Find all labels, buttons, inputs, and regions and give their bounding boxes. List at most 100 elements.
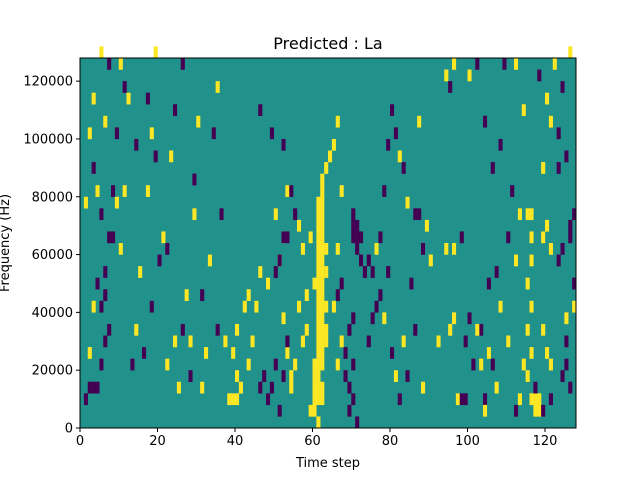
heatmap-cell: [452, 312, 457, 325]
heatmap-cell: [320, 254, 325, 267]
heatmap-cell: [548, 393, 553, 406]
heatmap-cell: [459, 393, 464, 406]
heatmap-cell: [483, 404, 488, 417]
heatmap-cell: [320, 277, 325, 290]
heatmap-cell: [281, 231, 286, 244]
heatmap-cell: [320, 312, 325, 325]
heatmap-cell: [471, 358, 476, 371]
heatmap-cell: [142, 347, 147, 359]
heatmap-cell: [320, 196, 325, 209]
heatmap-cell: [506, 231, 511, 244]
heatmap-cell: [494, 381, 499, 394]
heatmap-cell: [145, 92, 150, 105]
heatmap-cell: [122, 185, 127, 197]
heatmap-cell: [564, 335, 569, 348]
heatmap-cell: [316, 393, 321, 406]
heatmap-cell: [215, 81, 220, 93]
heatmap-cell: [486, 277, 491, 290]
x-tick-label: 0: [76, 434, 84, 449]
heatmap-cell: [277, 254, 282, 267]
heatmap-cell: [537, 404, 542, 417]
y-tick-label: 40000: [32, 306, 73, 321]
heatmap-cell: [452, 243, 457, 255]
heatmap-cell: [560, 81, 565, 93]
y-tick-label: 0: [65, 422, 73, 437]
heatmap-cell: [277, 404, 282, 417]
heatmap-cell: [285, 335, 290, 348]
heatmap-cell: [320, 266, 325, 278]
heatmap-cell: [421, 381, 426, 394]
heatmap-cell: [320, 219, 325, 232]
heatmap-cell: [331, 300, 336, 313]
heatmap-cell: [401, 162, 406, 174]
x-tick-label: 80: [382, 434, 399, 449]
heatmap-cell: [157, 254, 162, 267]
heatmap-cell: [463, 393, 468, 406]
heatmap-cell: [502, 58, 507, 70]
heatmap-cell: [548, 358, 553, 371]
heatmap-cell: [525, 208, 530, 221]
heatmap-cell: [328, 150, 333, 163]
heatmap-cell: [316, 300, 321, 313]
heatmap-cell: [324, 243, 329, 255]
heatmap-cell: [529, 231, 534, 244]
heatmap-cell: [335, 115, 340, 128]
heatmap-cell: [246, 289, 251, 302]
heatmap-cell: [316, 243, 321, 255]
heatmap-cell: [215, 323, 220, 336]
heatmap-cell: [304, 289, 309, 302]
heatmap-cell: [281, 138, 286, 151]
heatmap-cell: [91, 92, 96, 105]
heatmap-cell: [312, 358, 317, 371]
heatmap-cell: [525, 277, 530, 290]
heatmap-cell: [312, 370, 317, 382]
heatmap-cell: [312, 393, 317, 406]
heatmap-cell: [316, 323, 321, 336]
heatmap-cell: [448, 81, 453, 93]
heatmap-cell: [235, 393, 240, 406]
heatmap-cell: [529, 300, 534, 313]
heatmap-cell: [107, 323, 112, 336]
y-tick-label: 100000: [23, 132, 73, 147]
heatmap-cell: [320, 347, 325, 359]
heatmap-cell: [269, 381, 274, 394]
heatmap-cell: [320, 208, 325, 221]
heatmap-cell: [285, 347, 290, 359]
heatmap-cell: [281, 370, 286, 382]
heatmap-cell: [308, 404, 313, 417]
heatmap-cell: [297, 300, 302, 313]
heatmap-cell: [355, 231, 360, 244]
heatmap-cell: [506, 335, 511, 348]
heatmap-cell: [552, 58, 557, 70]
heatmap-cell: [316, 347, 321, 359]
heatmap-cell: [300, 335, 305, 348]
heatmap-cell: [118, 58, 123, 70]
heatmap-cell: [382, 312, 387, 325]
heatmap-cell: [355, 416, 360, 429]
heatmap-cell: [250, 335, 255, 348]
heatmap-cell: [316, 254, 321, 267]
heatmap-cell: [355, 243, 360, 255]
heatmap-cell: [173, 104, 178, 117]
heatmap-cell: [91, 162, 96, 174]
heatmap-cell: [413, 323, 418, 336]
heatmap-cell: [386, 266, 391, 278]
heatmap-cell: [343, 370, 348, 382]
plot-frame: [79, 57, 577, 429]
heatmap-cell: [545, 219, 550, 232]
heatmap-cell: [510, 185, 515, 197]
heatmap-cell: [87, 381, 92, 394]
heatmap-cell: [572, 300, 577, 313]
heatmap-cell: [366, 335, 371, 348]
heatmap-cell: [99, 300, 104, 313]
heatmap-cell: [564, 312, 569, 325]
chart-title: Predicted : La: [273, 34, 382, 53]
heatmap-cell: [417, 115, 422, 128]
heatmap-cell: [316, 312, 321, 325]
heatmap-cell: [114, 127, 119, 140]
heatmap-cell: [103, 266, 108, 278]
heatmap-cell: [405, 370, 410, 382]
heatmap-cell: [99, 46, 104, 59]
heatmap-cell: [258, 266, 263, 278]
heatmap-cell: [266, 393, 271, 406]
